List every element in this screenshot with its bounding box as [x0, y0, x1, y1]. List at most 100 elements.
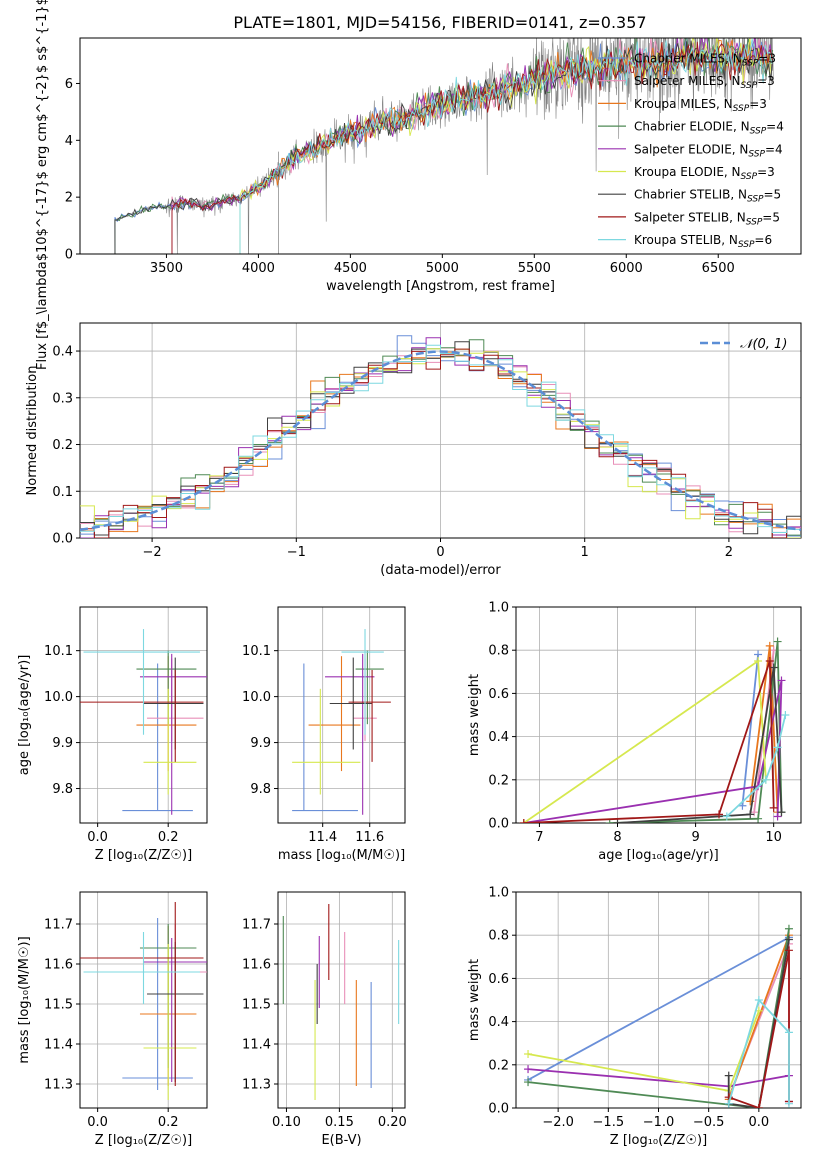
x-tick-label: 9: [691, 830, 699, 845]
y-tick-label: 4: [65, 134, 73, 149]
y-tick-label: 0: [65, 248, 73, 263]
y-tick-label: 11.6: [242, 958, 271, 973]
mass-weight-marker: [773, 637, 782, 646]
mass-weight-marker: [754, 1104, 763, 1108]
legend-subscript: SSP: [741, 81, 758, 91]
y-tick-label: 0.6: [488, 972, 509, 987]
legend-subscript: SSP: [733, 104, 750, 114]
model-kroupa-stelib: [239, 38, 773, 254]
age-vs-mass-errorbars: [292, 629, 391, 815]
mass-weight-marker: [754, 814, 763, 823]
mass-weight-vs-age-lines: [519, 637, 790, 823]
mass-weight-marker: [524, 1050, 533, 1058]
plot-frame: [79, 891, 208, 1109]
legend-subscript: SSP: [741, 172, 758, 182]
y-tick-label: 9.9: [250, 736, 271, 751]
mass-weight-marker: [524, 1078, 533, 1087]
x-axis-label: Z [log₁₀(Z/Z☉)]: [610, 1133, 707, 1148]
y-tick-label: 10.0: [242, 690, 271, 705]
mass-weight-marker: [769, 803, 778, 812]
y-tick-label: 0.4: [488, 730, 509, 745]
mass-weight-marker: [761, 775, 770, 784]
mass-weight-line: [523, 660, 775, 823]
x-tick-label: 0.2: [158, 1115, 179, 1130]
y-tick-label: 0.8: [488, 644, 509, 659]
legend-label: Chabrier STELIB, NSSP=5: [634, 188, 781, 205]
residuals-axes: −2 −1 0 1 2 0.0 0.1 0.2 0.3 0.4 (data-model)/error…: [25, 322, 802, 578]
mass-weight-marker: [765, 657, 774, 665]
mass-weight-vs-age-axes: 7 8 9 10 0.0 0.2 0.4 0.6 0.8 1.0 age [log₁₀(age/yr…: [467, 601, 802, 863]
mass-weight-marker: [754, 996, 763, 1004]
y-tick-label: 1.0: [488, 601, 509, 616]
legend-count: =3: [757, 165, 775, 179]
x-axis-label: E(B-V): [321, 1133, 361, 1148]
x-axis-label: wavelength [Angstrom, rest frame]: [326, 279, 555, 294]
y-tick-label: 11.4: [242, 1038, 271, 1053]
mass-weight-line: [523, 680, 783, 823]
age-vs-mass-axes: 11.4 11.6 9.8 9.9 10.0 10.1 mass [log₁₀(M/M☉)]: [242, 606, 406, 863]
x-tick-label: 3500: [150, 261, 183, 276]
x-tick-label: 5000: [426, 261, 459, 276]
y-tick-label: 11.6: [44, 958, 73, 973]
y-tick-label: 9.9: [52, 736, 73, 751]
histogram-step: [80, 348, 801, 538]
y-axis-label: age [log₁₀(age/yr)]: [17, 655, 32, 776]
plot-frame: [79, 37, 802, 255]
histogram-legend: 𝒩(0, 1): [700, 337, 787, 352]
mass-weight-marker: [777, 676, 786, 685]
y-tick-label: 10.1: [242, 644, 271, 659]
plot-frame: [277, 891, 406, 1109]
legend-label: Chabrier MILES, NSSP=3: [634, 52, 776, 69]
x-tick-label: 5500: [518, 261, 551, 276]
model-kroupa-elodie: [239, 38, 773, 254]
model-salpeter-stelib: [171, 41, 773, 254]
x-tick-label: 8: [613, 830, 621, 845]
y-tick-label: 0.6: [488, 687, 509, 702]
x-axis-label: mass [log₁₀(M/M☉)]: [278, 848, 405, 863]
y-tick-label: 1.0: [488, 886, 509, 901]
histogram-plot-area: [80, 335, 801, 538]
y-tick-label: 0.3: [52, 391, 73, 406]
mass-weight-marker: [781, 711, 790, 719]
y-axis-label: Normed distribution: [25, 366, 40, 496]
legend-label: Kroupa STELIB, NSSP=6: [634, 233, 772, 250]
plot-frame: [277, 606, 406, 824]
mass-vs-Z-errorbars: [80, 902, 207, 1100]
y-tick-label: 9.8: [250, 782, 271, 797]
y-axis-label: mass weight: [467, 959, 482, 1041]
mass-weight-marker: [784, 924, 793, 933]
legend-count: =5: [764, 188, 782, 202]
x-tick-label: 0.0: [87, 1115, 108, 1130]
y-tick-label: 0.2: [488, 1058, 509, 1073]
x-tick-label: 0: [436, 545, 444, 560]
age-vs-Z-errorbars: [80, 629, 207, 815]
mass-weight-marker: [722, 812, 731, 821]
y-tick-label: 0.8: [488, 929, 509, 944]
x-tick-label: 0.10: [272, 1115, 301, 1130]
y-tick-label: 11.4: [44, 1038, 73, 1053]
mass-weight-marker: [769, 663, 778, 672]
y-tick-label: 0.0: [488, 1102, 509, 1117]
x-tick-label: −1.0: [643, 1115, 675, 1130]
legend-count: =6: [754, 233, 772, 247]
mass-weight-marker: [784, 935, 793, 944]
legend-count: =4: [766, 120, 784, 134]
y-tick-label: 2: [65, 191, 73, 206]
mass-weight-vs-Z-axes: −2.0 −1.5 −1.0 −0.5 0.0 0.0 0.2 0.4 0.6 0.8 1.0 Z […: [467, 886, 802, 1148]
y-tick-label: 0.2: [52, 438, 73, 453]
y-axis-label: mass weight: [467, 674, 482, 756]
x-tick-label: −1: [287, 545, 306, 560]
x-tick-label: 0.15: [325, 1115, 354, 1130]
plot-panels: 3500 4000 4500 5000 5500 6000 6500 0 2 4 6 waveleng…: [17, 0, 802, 1148]
y-tick-label: 0.0: [488, 817, 509, 832]
y-tick-label: 0.2: [488, 773, 509, 788]
x-axis-label: age [log₁₀(age/yr)]: [598, 848, 719, 863]
legend-subscript: SSP: [742, 59, 759, 69]
x-tick-label: −1.5: [593, 1115, 625, 1130]
legend-label: Kroupa ELODIE, NSSP=3: [634, 165, 775, 182]
x-tick-label: 0.20: [378, 1115, 407, 1130]
y-axis-label: Flux [f$_\lambda$10$^{-17}$ erg cm$^{-2}…: [35, 0, 50, 370]
x-axis-label: Z [log₁₀(Z/Z☉)]: [95, 848, 192, 863]
plot-frame: [515, 606, 802, 824]
histogram-step: [80, 344, 801, 533]
